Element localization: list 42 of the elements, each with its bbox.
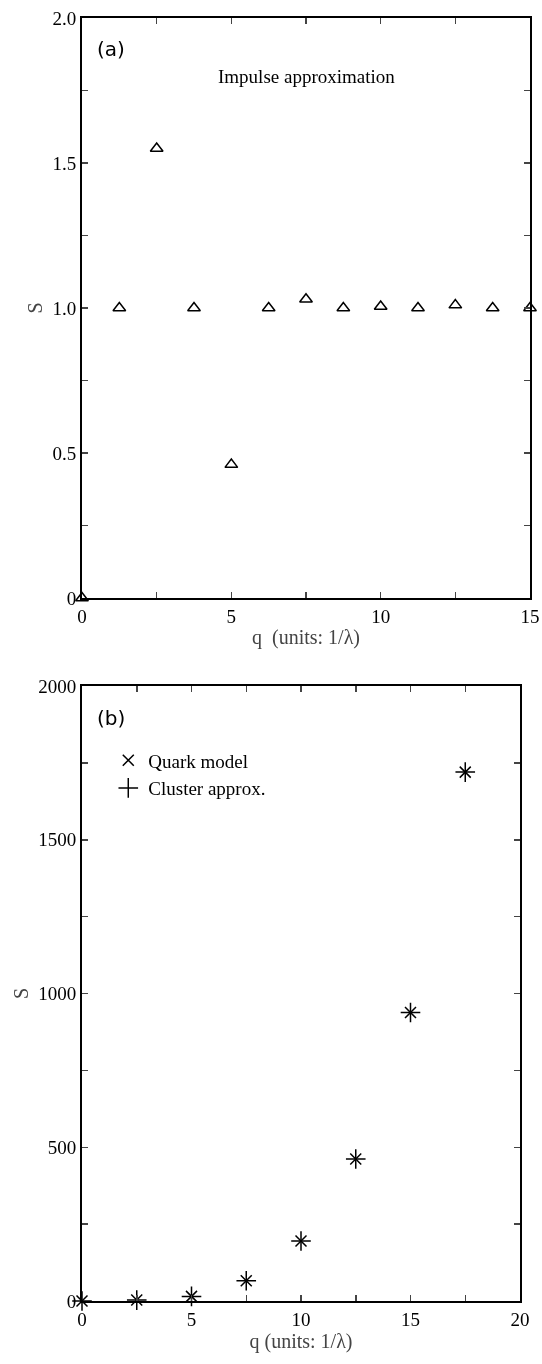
- point: [349, 1152, 362, 1166]
- point: [373, 300, 388, 311]
- point: [261, 301, 276, 312]
- point: [345, 1148, 367, 1170]
- point: [180, 1285, 203, 1307]
- y-tick-label: 1000: [38, 983, 77, 1005]
- y-tick-label: 0.5: [52, 442, 77, 464]
- point: [130, 1293, 143, 1307]
- x-tick-label: 15: [401, 1308, 420, 1330]
- x-tick-label: 5: [186, 1308, 197, 1330]
- legend-label: Cluster approx.: [148, 778, 266, 800]
- x-tick-label: 10: [291, 1308, 311, 1330]
- point: [448, 298, 463, 309]
- y-tick-label: 1.5: [52, 152, 77, 174]
- point: [399, 1002, 422, 1024]
- y-axis-title: S: [10, 987, 33, 1000]
- annotation: Impulse approximation: [218, 66, 396, 87]
- y-tick-label: 2.0: [52, 7, 77, 29]
- annotation: (a): [97, 37, 125, 61]
- x-axis-title: q (units: 1/λ): [249, 1329, 353, 1353]
- y-tick-label: 2000: [38, 675, 77, 697]
- point: [126, 1289, 148, 1311]
- x-tick-label: 10: [371, 605, 391, 627]
- x-tick-label: 15: [520, 605, 540, 627]
- legend-label: Quark model: [148, 750, 249, 772]
- y-tick-label: 0: [66, 1290, 77, 1312]
- y-tick-label: 1500: [38, 829, 77, 851]
- point: [235, 1270, 257, 1292]
- y-tick-label: 0: [66, 587, 77, 609]
- point: [224, 458, 239, 469]
- point: [336, 301, 351, 312]
- x-axis-title: q (units: 1/λ): [251, 625, 361, 649]
- y-tick-label: 1.0: [52, 297, 77, 319]
- point: [404, 1006, 417, 1019]
- point: [112, 301, 127, 312]
- y-axis-title: S: [24, 302, 47, 314]
- point: [240, 1274, 253, 1287]
- x-tick-label: 5: [226, 605, 237, 627]
- x-tick-label: 20: [510, 1308, 530, 1330]
- point: [485, 301, 500, 312]
- y-tick-label: 500: [47, 1136, 77, 1158]
- annotation: (b): [97, 706, 126, 730]
